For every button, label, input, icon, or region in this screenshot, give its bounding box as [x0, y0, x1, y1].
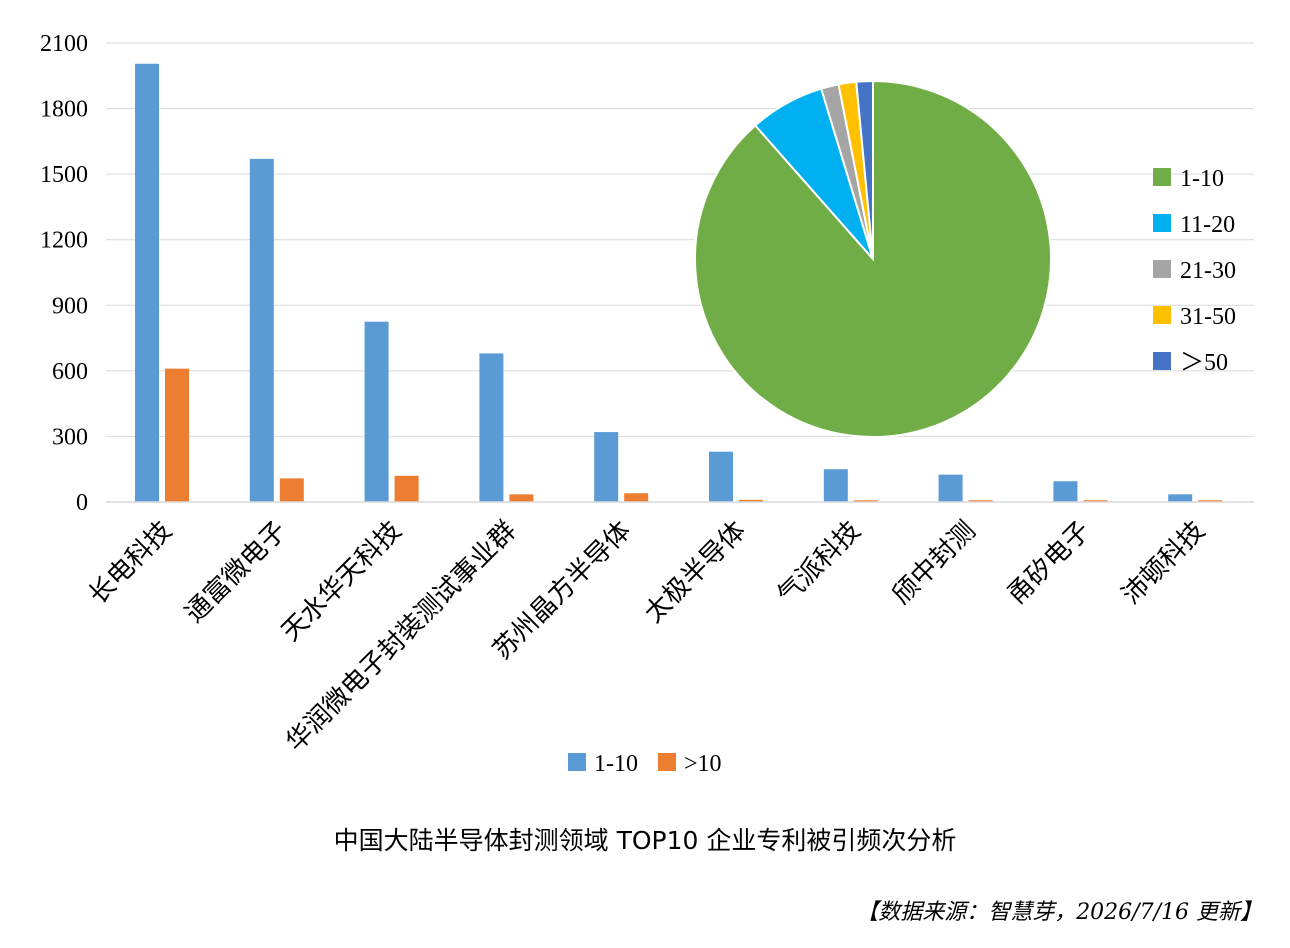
bar-gt10-2 — [394, 475, 419, 502]
bar-1-10-0 — [135, 63, 159, 503]
pie-legend-label: 1-10 — [1180, 166, 1224, 192]
bar-gt10-3 — [509, 494, 534, 502]
chart-caption: 中国大陆半导体封测领域 TOP10 企业专利被引频次分析 — [334, 826, 957, 855]
pie-legend-swatch — [1153, 306, 1171, 324]
pie-legend-swatch — [1153, 352, 1171, 370]
category-label: 长电科技 — [83, 516, 178, 611]
bar-gt10-5 — [739, 499, 763, 502]
y-tick-label: 1500 — [40, 162, 88, 188]
bar-legend-swatch — [658, 753, 676, 771]
y-tick-label: 0 — [76, 490, 88, 516]
category-label: 天水华天科技 — [276, 516, 408, 648]
pie-legend-swatch — [1153, 168, 1171, 186]
category-label: 太极半导体 — [639, 516, 752, 629]
category-label: 沛顿科技 — [1116, 516, 1211, 611]
category-label: 气派科技 — [772, 516, 867, 611]
category-labels: 长电科技 通富微电子天水华天科技华润微电子封装测试事业群苏州晶方半导体 太极半导体气… — [83, 516, 1211, 758]
pie-legend-label: 21-30 — [1180, 258, 1236, 284]
bar-1-10-2 — [364, 321, 389, 502]
y-tick-label: 1200 — [40, 228, 88, 254]
bar-legend-swatch — [568, 753, 586, 771]
y-tick-label: 900 — [52, 293, 88, 319]
pie-chart — [694, 79, 1052, 438]
data-source-note: 【数据来源：智慧芽，2026/7/16 更新】 — [856, 900, 1262, 925]
bar-gt10-0 — [165, 368, 189, 502]
category-label: 华润微电子封装测试事业群 — [281, 516, 523, 758]
bar-legend-label: >10 — [684, 751, 722, 777]
category-label: 颀中封测 — [887, 516, 982, 611]
bar-legend-label: 1-10 — [594, 751, 638, 777]
bar-gt10-9 — [1198, 500, 1223, 502]
bar-1-10-9 — [1168, 494, 1193, 502]
pie-legend-swatch — [1153, 260, 1171, 278]
bar-1-10-3 — [479, 353, 504, 502]
y-tick-label: 600 — [52, 359, 88, 385]
bar-legend: 1-10 >10 — [568, 751, 722, 777]
pie-legend-swatch — [1153, 214, 1171, 232]
bar-gt10-6 — [853, 500, 878, 502]
y-tick-label: 1800 — [40, 97, 88, 123]
category-label: 通富微电子 — [180, 516, 293, 629]
y-tick-label: 2100 — [40, 31, 88, 57]
category-label: 甬矽电子 — [1002, 516, 1097, 611]
bar-1-10-4 — [594, 432, 619, 502]
bar-1-10-6 — [823, 469, 848, 502]
y-axis-ticks: 0 300 600 900 1200 1500 1800 2100 — [40, 31, 88, 516]
bars — [135, 63, 1223, 503]
bar-1-10-7 — [938, 474, 963, 502]
bar-gt10-8 — [1083, 500, 1108, 502]
pie-legend-label: 31-50 — [1180, 304, 1236, 330]
pie-slice-4 — [855, 79, 874, 260]
bar-1-10-5 — [709, 451, 733, 502]
bar-1-10-1 — [249, 158, 274, 503]
y-tick-label: 300 — [52, 424, 88, 450]
bar-gt10-1 — [279, 478, 304, 502]
bar-1-10-8 — [1053, 481, 1078, 502]
pie-legend-label: 11-20 — [1180, 212, 1235, 238]
pie-legend-label: ＞50 — [1180, 350, 1228, 376]
bar-gt10-4 — [624, 493, 649, 502]
bar-gt10-7 — [968, 500, 993, 502]
pie-legend: 1-10 11-20 21-30 31-50 ＞50 — [1153, 166, 1236, 376]
gridlines — [106, 42, 1254, 437]
